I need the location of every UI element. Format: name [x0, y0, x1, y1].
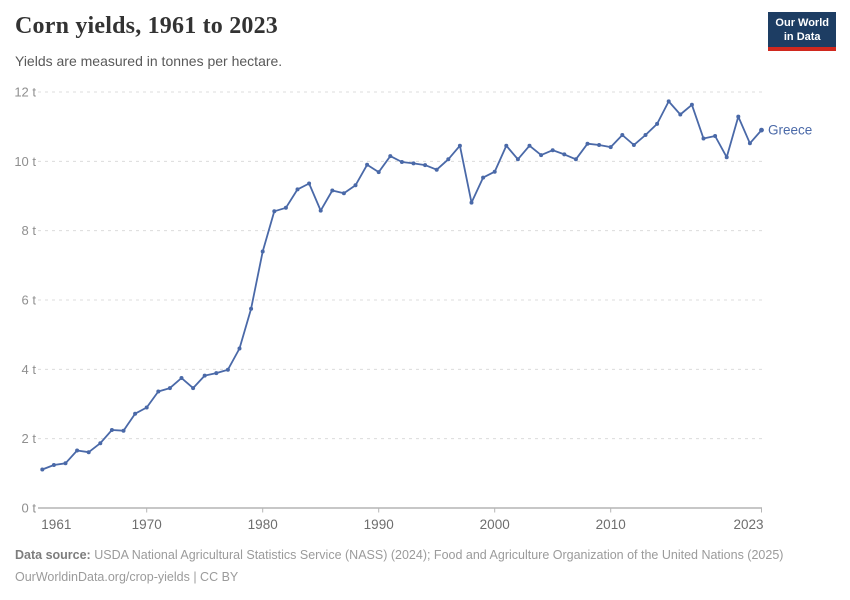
- data-point[interactable]: [643, 133, 648, 137]
- data-point[interactable]: [411, 161, 416, 166]
- data-point[interactable]: [260, 249, 265, 254]
- data-point[interactable]: [689, 102, 694, 107]
- data-point[interactable]: [202, 373, 207, 378]
- entity-label[interactable]: Greece: [768, 123, 812, 138]
- data-point[interactable]: [655, 121, 660, 126]
- data-point[interactable]: [283, 205, 288, 210]
- y-tick-label: 6 t: [22, 293, 37, 308]
- y-tick-label: 10 t: [14, 154, 36, 169]
- data-point[interactable]: [666, 99, 671, 104]
- data-point[interactable]: [620, 133, 625, 137]
- data-point[interactable]: [504, 143, 509, 148]
- data-point[interactable]: [330, 188, 335, 193]
- x-tick-label: 2023: [733, 517, 763, 532]
- data-point[interactable]: [747, 141, 752, 146]
- data-point[interactable]: [156, 389, 161, 394]
- data-point[interactable]: [225, 367, 230, 372]
- y-tick-label: 0 t: [22, 501, 37, 516]
- data-point[interactable]: [86, 450, 91, 455]
- x-tick-label: 1970: [132, 517, 162, 532]
- data-point[interactable]: [144, 405, 149, 410]
- data-point[interactable]: [469, 200, 474, 205]
- data-line[interactable]: [41, 100, 763, 471]
- data-point[interactable]: [539, 153, 544, 158]
- data-point[interactable]: [597, 143, 602, 147]
- data-point[interactable]: [272, 209, 277, 214]
- y-tick-label: 4 t: [22, 362, 37, 377]
- corn-yields-line-chart[interactable]: 0 t 2 t 4 t 6 t 8 t 10 t 12 t 1961 1970 1980 1990 2…: [0, 80, 850, 540]
- data-point[interactable]: [434, 167, 439, 172]
- data-point[interactable]: [550, 148, 555, 153]
- data-point[interactable]: [388, 154, 393, 159]
- chart-title: Corn yields, 1961 to 2023: [15, 13, 278, 39]
- owid-logo-line1: Our World: [775, 17, 829, 29]
- data-point[interactable]: [121, 428, 126, 433]
- data-point[interactable]: [457, 143, 462, 148]
- data-point[interactable]: [481, 175, 486, 180]
- data-point[interactable]: [585, 141, 590, 146]
- data-point[interactable]: [341, 191, 346, 196]
- data-point[interactable]: [307, 181, 312, 186]
- data-point[interactable]: [295, 187, 300, 192]
- data-point[interactable]: [249, 306, 254, 311]
- data-point[interactable]: [608, 145, 613, 150]
- y-tick-label: 12 t: [14, 85, 36, 100]
- data-point[interactable]: [167, 386, 172, 391]
- owid-url-link[interactable]: OurWorldinData.org/crop-yields: [15, 570, 190, 584]
- chart-subtitle: Yields are measured in tonnes per hectar…: [15, 53, 283, 69]
- data-point[interactable]: [98, 441, 103, 446]
- data-point[interactable]: [515, 157, 520, 162]
- owid-logo[interactable]: Our World in Data: [768, 12, 836, 51]
- attribution-line: OurWorldinData.org/crop-yields | CC BY: [15, 566, 835, 588]
- footer-separator: |: [189, 570, 201, 584]
- data-point[interactable]: [724, 155, 729, 160]
- data-point[interactable]: [214, 371, 219, 376]
- chart-footer: Data source: USDA National Agricultural …: [15, 544, 835, 588]
- y-tick-label: 2 t: [22, 431, 37, 446]
- data-point[interactable]: [237, 346, 242, 351]
- data-point[interactable]: [759, 127, 764, 133]
- data-point[interactable]: [179, 376, 184, 380]
- data-point[interactable]: [562, 152, 567, 157]
- data-point[interactable]: [353, 183, 358, 188]
- data-point[interactable]: [492, 169, 497, 174]
- data-point[interactable]: [423, 163, 428, 168]
- data-point[interactable]: [75, 448, 80, 453]
- license-label: CC BY: [200, 570, 239, 584]
- x-tick-label: 2010: [596, 517, 626, 532]
- x-tick-label: 1980: [248, 517, 278, 532]
- data-point[interactable]: [573, 157, 578, 162]
- data-point[interactable]: [631, 143, 636, 147]
- data-point[interactable]: [446, 157, 451, 162]
- y-tick-label: 8 t: [22, 223, 37, 238]
- data-point[interactable]: [376, 170, 381, 175]
- data-point[interactable]: [678, 112, 683, 117]
- data-point[interactable]: [736, 114, 741, 119]
- data-point[interactable]: [63, 461, 68, 466]
- data-point[interactable]: [191, 386, 196, 391]
- data-point[interactable]: [713, 134, 718, 138]
- owid-logo-line2: in Data: [783, 30, 821, 43]
- data-source-label: Data source:: [15, 548, 91, 562]
- data-point[interactable]: [51, 463, 56, 467]
- data-point[interactable]: [365, 162, 370, 167]
- data-point[interactable]: [40, 467, 45, 472]
- data-point[interactable]: [527, 143, 532, 148]
- data-point[interactable]: [133, 411, 138, 416]
- data-source-line: Data source: USDA National Agricultural …: [15, 544, 835, 566]
- data-source-text: USDA National Agricultural Statistics Se…: [94, 548, 784, 562]
- x-tick-label: 1990: [364, 517, 394, 532]
- data-point[interactable]: [701, 136, 706, 141]
- data-point[interactable]: [318, 208, 323, 213]
- x-tick-label: 1961: [41, 517, 71, 532]
- x-tick-label: 2000: [480, 517, 510, 532]
- data-point[interactable]: [399, 160, 404, 164]
- data-point[interactable]: [109, 428, 114, 432]
